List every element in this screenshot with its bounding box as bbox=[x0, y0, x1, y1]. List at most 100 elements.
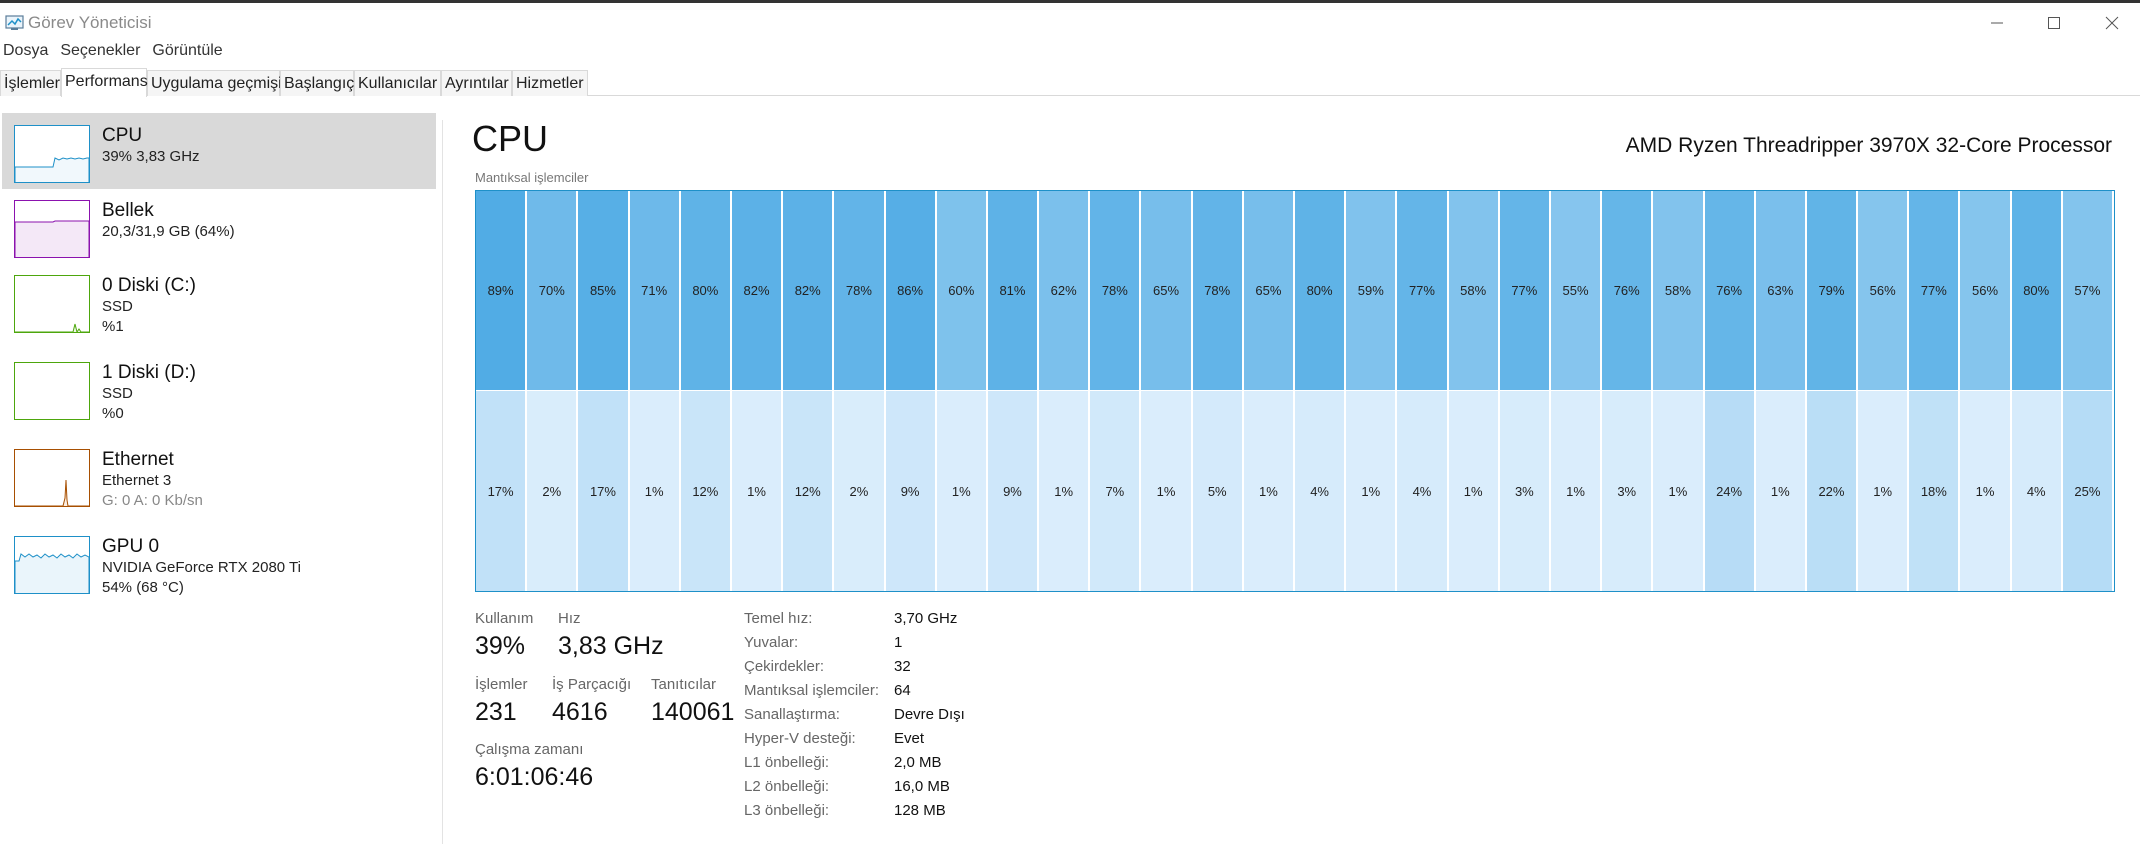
logical-processor-cell: 65% bbox=[1141, 191, 1192, 390]
usage-value: 39% bbox=[475, 632, 526, 660]
title-bar: Görev Yöneticisi bbox=[0, 3, 2140, 43]
spec-value-l2-cache: 16,0 MB bbox=[894, 778, 950, 795]
logical-processor-cell: 17% bbox=[476, 391, 527, 591]
spec-label-virtualization: Sanallaştırma: bbox=[744, 706, 840, 723]
spec-value-logical-processors: 64 bbox=[894, 682, 911, 699]
spec-value-sockets: 1 bbox=[894, 634, 903, 651]
logical-processor-cell: 1% bbox=[1858, 391, 1909, 591]
logical-processors-label: Mantıksal işlemciler bbox=[475, 170, 589, 185]
threads-value: 4616 bbox=[552, 698, 608, 726]
handles-value: 140061 bbox=[651, 698, 735, 726]
uptime-value: 6:01:06:46 bbox=[475, 763, 594, 791]
tab-startup[interactable]: Başlangıç bbox=[280, 70, 354, 96]
tab-bar: İşlemler Performans Uygulama geçmişi Baş… bbox=[0, 68, 2140, 97]
sidebar-gpu-model: NVIDIA GeForce RTX 2080 Ti bbox=[102, 559, 301, 576]
sidebar-item-disk-d[interactable]: 1 Diski (D:) SSD %0 bbox=[2, 350, 436, 426]
logical-processor-cell: 22% bbox=[1806, 391, 1858, 591]
logical-processor-cell: 4% bbox=[1397, 391, 1448, 591]
tab-details[interactable]: Ayrıntılar bbox=[441, 70, 512, 96]
logical-processor-cell: 86% bbox=[885, 191, 936, 390]
ethernet-thumbnail-graph bbox=[14, 449, 90, 507]
logical-processor-cell: 4% bbox=[1295, 391, 1346, 591]
logical-processor-cell: 80% bbox=[680, 191, 731, 390]
sidebar-ethernet-name: Ethernet bbox=[102, 449, 174, 470]
threads-label: İş Parçacığı bbox=[552, 676, 632, 693]
menu-file[interactable]: Dosya bbox=[3, 42, 49, 59]
menu-options[interactable]: Seçenekler bbox=[60, 42, 141, 59]
logical-processor-cell: 2% bbox=[834, 391, 885, 591]
disk-d-thumbnail-graph bbox=[14, 362, 90, 420]
spec-label-sockets: Yuvalar: bbox=[744, 634, 799, 651]
close-button[interactable] bbox=[2082, 3, 2140, 43]
minimize-button[interactable] bbox=[1967, 3, 2027, 43]
logical-processor-cell: 77% bbox=[1397, 191, 1448, 390]
gpu-thumbnail-graph bbox=[14, 536, 90, 594]
logical-processor-cell: 1% bbox=[1141, 391, 1192, 591]
processor-name: AMD Ryzen Threadripper 3970X 32-Core Pro… bbox=[1625, 134, 2112, 157]
window-title: Görev Yöneticisi bbox=[28, 13, 152, 32]
resource-sidebar: CPU 39% 3,83 GHz Bellek 20,3/31,9 GB (64… bbox=[0, 110, 440, 856]
tab-services[interactable]: Hizmetler bbox=[512, 70, 588, 96]
logical-processor-cell: 82% bbox=[783, 191, 834, 390]
logical-processor-cell: 60% bbox=[936, 191, 987, 390]
sidebar-item-memory[interactable]: Bellek 20,3/31,9 GB (64%) bbox=[2, 188, 436, 264]
logical-processor-cell: 9% bbox=[987, 391, 1039, 591]
logical-processor-cell: 85% bbox=[578, 191, 629, 390]
logical-processor-cell: 3% bbox=[1602, 391, 1653, 591]
sidebar-cpu-name: CPU bbox=[102, 125, 143, 146]
tab-performance[interactable]: Performans bbox=[61, 68, 148, 97]
spec-value-base-speed: 3,70 GHz bbox=[894, 610, 958, 627]
speed-label: Hız bbox=[558, 610, 581, 627]
logical-processor-cell: 80% bbox=[2011, 191, 2062, 390]
menu-view[interactable]: Görüntüle bbox=[152, 42, 223, 59]
uptime-label: Çalışma zamanı bbox=[475, 741, 584, 758]
logical-processor-cell: 12% bbox=[680, 391, 731, 591]
processes-value: 231 bbox=[475, 698, 517, 726]
sidebar-disk-c-usage: %1 bbox=[102, 318, 124, 335]
minimize-icon bbox=[1991, 22, 2003, 24]
logical-processor-cell: 1% bbox=[629, 391, 680, 591]
spec-label-l1-cache: L1 önbelleği: bbox=[744, 754, 830, 771]
logical-processor-cell: 63% bbox=[1755, 191, 1806, 390]
menu-bar: Dosya Seçenekler Görüntüle bbox=[0, 42, 231, 66]
sidebar-item-gpu[interactable]: GPU 0 NVIDIA GeForce RTX 2080 Ti 54% (68… bbox=[2, 524, 436, 600]
page-title: CPU bbox=[472, 118, 549, 159]
sidebar-item-disk-c[interactable]: 0 Diski (C:) SSD %1 bbox=[2, 263, 436, 339]
logical-processor-cell: 78% bbox=[834, 191, 885, 390]
logical-processor-cell: 4% bbox=[2011, 391, 2062, 591]
tab-processes[interactable]: İşlemler bbox=[0, 70, 61, 96]
tab-users[interactable]: Kullanıcılar bbox=[354, 70, 441, 96]
spec-label-base-speed: Temel hız: bbox=[744, 610, 813, 627]
logical-processor-cell: 65% bbox=[1243, 191, 1294, 390]
sidebar-gpu-name: GPU 0 bbox=[102, 536, 160, 557]
spec-value-cores: 32 bbox=[894, 658, 911, 675]
sidebar-item-ethernet[interactable]: Ethernet Ethernet 3 G: 0 A: 0 Kb/sn bbox=[2, 437, 436, 513]
maximize-icon bbox=[2048, 17, 2060, 29]
logical-processor-cell: 2% bbox=[527, 391, 578, 591]
sidebar-item-cpu[interactable]: CPU 39% 3,83 GHz bbox=[2, 113, 436, 189]
logical-processor-cell: 1% bbox=[936, 391, 987, 591]
logical-processor-cell: 1% bbox=[1550, 391, 1602, 591]
logical-processor-cell: 56% bbox=[1960, 191, 2011, 390]
logical-processor-cell: 76% bbox=[1704, 191, 1755, 390]
logical-processor-cell: 1% bbox=[1243, 391, 1294, 591]
logical-processor-cell: 70% bbox=[527, 191, 578, 390]
sidebar-gpu-usage: 54% (68 °C) bbox=[102, 579, 184, 596]
logical-processor-cell: 7% bbox=[1090, 391, 1141, 591]
maximize-button[interactable] bbox=[2024, 3, 2084, 43]
logical-processor-cell: 3% bbox=[1499, 391, 1550, 591]
processes-label: İşlemler bbox=[475, 676, 528, 693]
sidebar-disk-d-usage: %0 bbox=[102, 405, 124, 422]
spec-label-cores: Çekirdekler: bbox=[744, 658, 825, 675]
sidebar-memory-name: Bellek bbox=[102, 200, 154, 221]
spec-value-virtualization: Devre Dışı bbox=[894, 706, 965, 723]
memory-thumbnail-graph bbox=[14, 200, 90, 258]
sidebar-disk-c-name: 0 Diski (C:) bbox=[102, 275, 196, 296]
logical-processor-cell: 58% bbox=[1653, 191, 1704, 390]
tab-app-history[interactable]: Uygulama geçmişi bbox=[147, 70, 282, 96]
logical-processor-cell: 1% bbox=[1653, 391, 1704, 591]
logical-processor-cell: 9% bbox=[885, 391, 936, 591]
sidebar-ethernet-adapter: Ethernet 3 bbox=[102, 472, 172, 489]
usage-label: Kullanım bbox=[475, 610, 534, 627]
logical-processor-cell: 62% bbox=[1039, 191, 1090, 390]
